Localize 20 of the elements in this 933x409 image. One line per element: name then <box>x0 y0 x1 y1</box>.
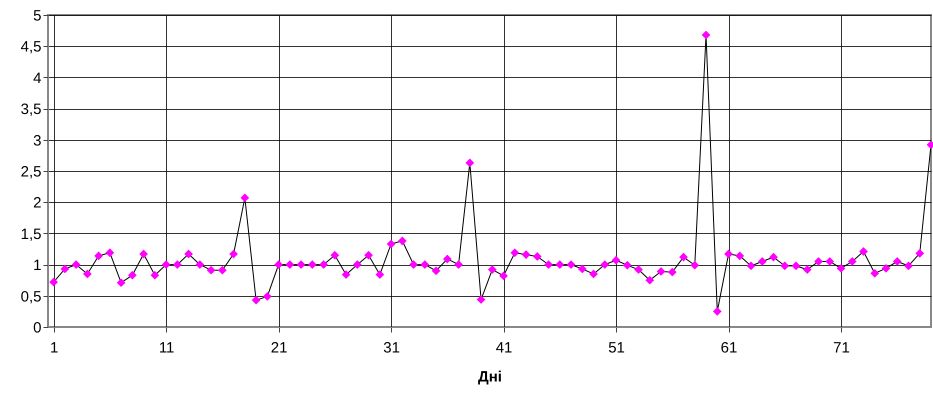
y-tick-label: 1 <box>33 257 42 274</box>
y-tick-label: 3 <box>33 132 42 150</box>
x-tick-label: 51 <box>608 340 625 356</box>
y-tick-label: 4 <box>33 70 42 87</box>
y-tick-label: 2,5 <box>20 164 42 180</box>
x-tick-label: 1 <box>50 340 58 356</box>
y-tick-label: 0,5 <box>20 288 42 306</box>
y-tick-label: 1,5 <box>20 226 42 243</box>
x-tick-label: 31 <box>383 340 400 356</box>
y-tick-label: 3,5 <box>20 101 42 118</box>
x-tick-label: 41 <box>496 340 512 356</box>
x-tick-label: 21 <box>270 340 288 356</box>
y-tick-label: 2 <box>33 194 42 212</box>
y-tick-label: 0 <box>33 320 42 336</box>
x-tick-label: 11 <box>158 340 174 356</box>
x-tick-label: 71 <box>833 340 850 356</box>
x-axis-title: Дні <box>478 368 502 386</box>
y-tick-label: 4,5 <box>20 38 42 56</box>
y-tick-label: 5 <box>33 8 42 24</box>
x-tick-label: 61 <box>720 340 738 356</box>
